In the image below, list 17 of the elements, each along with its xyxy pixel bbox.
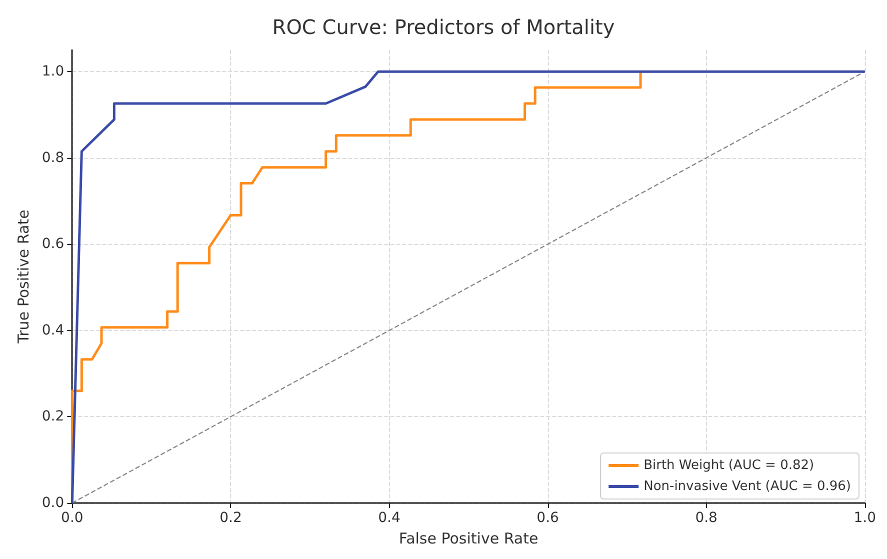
legend-label: Birth Weight (AUC = 0.82) [644,458,814,473]
chart-title: ROC Curve: Predictors of Mortality [272,15,615,39]
x-axis-title: False Positive Rate [398,530,538,548]
y-tick-label: 1.0 [42,64,64,80]
y-axis-title: True Positive Rate [14,210,32,344]
legend-label: Non-invasive Vent (AUC = 0.96) [644,479,852,494]
y-tick-label: 0.2 [42,408,64,425]
x-tick-label: 0.6 [536,510,560,526]
y-tick-label: 0.4 [42,322,64,338]
y-tick-label: 0.0 [42,495,64,511]
x-tick-label: 0.2 [220,510,242,526]
y-tick-label: 0.8 [42,150,64,166]
x-tick-label: 0.4 [378,510,400,526]
x-tick-label: 0.8 [695,510,718,526]
x-tick-label: 0.0 [61,510,84,526]
x-tick-label: 1.0 [854,510,876,526]
y-tick-label: 0.6 [42,236,64,252]
